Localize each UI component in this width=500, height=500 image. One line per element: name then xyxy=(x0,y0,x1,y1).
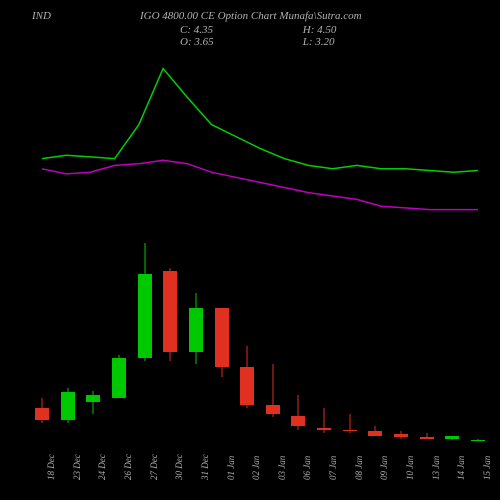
x-axis-label: 10 Jan xyxy=(405,456,415,480)
candle-body xyxy=(343,430,357,432)
candle xyxy=(471,0,485,500)
candle-body xyxy=(291,416,305,427)
x-axis-label: 02 Jan xyxy=(251,456,261,480)
candle-body xyxy=(445,436,459,439)
candle xyxy=(266,0,280,500)
candle-body xyxy=(471,440,485,441)
candle xyxy=(189,0,203,500)
candle-body xyxy=(394,434,408,437)
x-axis-label: 09 Jan xyxy=(379,456,389,480)
x-axis-label: 06 Jan xyxy=(302,456,312,480)
x-axis-label: 08 Jan xyxy=(354,456,364,480)
candle xyxy=(317,0,331,500)
x-axis-label: 27 Dec xyxy=(149,454,159,480)
candle-body xyxy=(35,408,49,420)
candle-body xyxy=(138,274,152,358)
x-axis-label: 01 Jan xyxy=(226,456,236,480)
x-axis-label: 15 Jan xyxy=(482,456,492,480)
x-axis-label: 24 Dec xyxy=(97,454,107,480)
indicator-line-1 xyxy=(42,160,478,209)
candle-body xyxy=(317,428,331,430)
candle-body xyxy=(420,437,434,439)
candle-body xyxy=(163,271,177,352)
x-axis-label: 26 Dec xyxy=(123,454,133,480)
candle xyxy=(368,0,382,500)
candle-body xyxy=(266,405,280,414)
candle-body xyxy=(368,431,382,436)
candle xyxy=(86,0,100,500)
x-axis-label: 03 Jan xyxy=(277,456,287,480)
x-axis-label: 23 Dec xyxy=(72,454,82,480)
candle xyxy=(35,0,49,500)
candle-body xyxy=(215,308,229,367)
candle xyxy=(215,0,229,500)
x-axis-label: 31 Dec xyxy=(200,454,210,480)
x-axis-label: 14 Jan xyxy=(456,456,466,480)
candle xyxy=(394,0,408,500)
candle-body xyxy=(86,395,100,401)
x-axis-label: 07 Jan xyxy=(328,456,338,480)
candle xyxy=(61,0,75,500)
candle xyxy=(343,0,357,500)
x-axis-label: 18 Dec xyxy=(46,454,56,480)
candle xyxy=(420,0,434,500)
candle xyxy=(112,0,126,500)
candle-body xyxy=(189,308,203,352)
x-axis-label: 13 Jan xyxy=(431,456,441,480)
candle xyxy=(138,0,152,500)
candle-body xyxy=(112,358,126,398)
candle-body xyxy=(240,367,254,404)
candle-wick xyxy=(93,391,94,414)
candle xyxy=(240,0,254,500)
x-axis-label: 30 Dec xyxy=(174,454,184,480)
candle xyxy=(291,0,305,500)
candle xyxy=(163,0,177,500)
candle-body xyxy=(61,392,75,420)
candle xyxy=(445,0,459,500)
indicator-line-0 xyxy=(42,69,478,173)
